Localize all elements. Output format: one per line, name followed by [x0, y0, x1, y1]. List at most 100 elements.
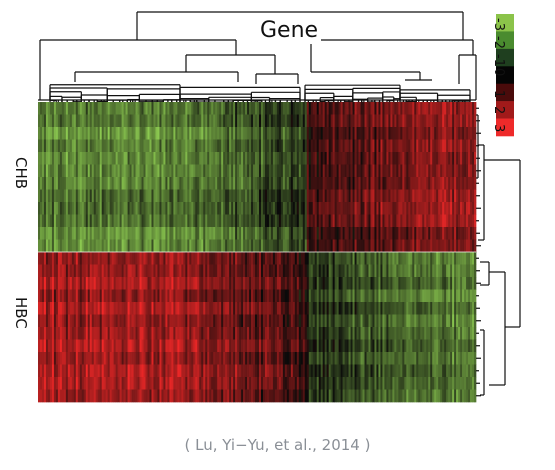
heatmap-cell — [446, 239, 449, 253]
heatmap-cell — [468, 289, 471, 303]
heatmap-cell — [219, 227, 222, 240]
heatmap-cell — [227, 339, 230, 353]
heatmap-cell — [348, 102, 351, 115]
heatmap-cell — [474, 252, 477, 265]
heatmap-cell — [109, 289, 113, 303]
heatmap-cell — [211, 189, 214, 203]
heatmap-cell — [201, 277, 204, 290]
heatmap-cell — [243, 202, 246, 215]
heatmap-cell — [135, 264, 138, 278]
heatmap-cell — [243, 302, 246, 315]
heatmap-cell — [262, 127, 266, 140]
heatmap-cell — [458, 202, 461, 215]
heatmap-cell — [260, 152, 264, 165]
heatmap-cell — [151, 327, 154, 340]
heatmap-cell — [446, 277, 449, 290]
heatmap-cell — [255, 164, 258, 178]
heatmap-cell — [412, 252, 415, 265]
heatmap-cell — [47, 177, 51, 190]
heatmap-cell — [384, 139, 387, 153]
heatmap-cell — [217, 177, 220, 190]
heatmap-cell — [63, 264, 67, 278]
heatmap-cell — [366, 189, 369, 203]
heatmap-cell — [450, 314, 453, 328]
heatmap-cell — [38, 277, 41, 290]
heatmap-cell — [149, 277, 152, 290]
heatmap-cell — [97, 339, 101, 353]
heatmap-cell — [79, 289, 83, 303]
heatmap-cell — [177, 189, 180, 203]
heatmap-cell — [239, 239, 242, 253]
heatmap-cell — [474, 327, 477, 340]
heatmap-cell — [129, 277, 132, 290]
heatmap-cell — [358, 289, 361, 303]
heatmap-cell — [344, 302, 347, 315]
heatmap-cell — [87, 264, 91, 278]
heatmap-cell — [183, 214, 186, 228]
heatmap-cell — [57, 139, 61, 153]
heatmap-cell — [422, 164, 425, 178]
heatmap-cell — [109, 339, 113, 353]
heatmap-cell — [260, 252, 264, 265]
heatmap-cell — [442, 227, 445, 240]
heatmap-cell — [468, 277, 471, 290]
heatmap-cell — [410, 177, 413, 190]
heatmap-cell — [426, 327, 429, 340]
heatmap-cell — [97, 102, 101, 115]
heatmap-cell — [225, 189, 228, 203]
heatmap-cell — [177, 114, 180, 128]
heatmap-cell — [187, 177, 190, 190]
heatmap-cell — [145, 239, 148, 253]
heatmap-cell — [472, 314, 475, 328]
heatmap-cell — [270, 102, 274, 115]
heatmap-cell — [249, 339, 252, 353]
heatmap-cell — [446, 164, 449, 178]
heatmap-cell — [456, 339, 459, 353]
heatmap-cell — [450, 339, 453, 353]
heatmap-cell — [249, 189, 252, 203]
heatmap-cell — [229, 327, 232, 340]
heatmap-cell — [448, 114, 451, 128]
heatmap-cell — [203, 277, 206, 290]
heatmap-cell — [173, 214, 176, 228]
heatmap-cell — [434, 289, 437, 303]
heatmap-cell — [280, 339, 284, 353]
heatmap-cell — [39, 164, 43, 178]
heatmap-cell — [286, 202, 290, 215]
heatmap-cell — [55, 352, 59, 365]
heatmap-cell — [304, 314, 308, 328]
heatmap-cell — [292, 214, 296, 228]
heatmap-cell — [203, 177, 206, 190]
heatmap-cell — [87, 289, 91, 303]
heatmap-cell — [274, 214, 278, 228]
heatmap-cell — [392, 327, 395, 340]
heatmap-cell — [410, 114, 413, 128]
heatmap-cell — [195, 214, 198, 228]
heatmap-cell — [185, 339, 188, 353]
heatmap-cell — [251, 264, 254, 278]
heatmap-cell — [257, 239, 260, 253]
heatmap-cell — [312, 164, 316, 178]
heatmap-cell — [354, 264, 357, 278]
heatmap-cell — [123, 277, 126, 290]
heatmap-cell — [57, 289, 61, 303]
heatmap-cell — [264, 202, 268, 215]
heatmap-cell — [211, 102, 214, 115]
heatmap-cell — [466, 239, 469, 253]
heatmap-cell — [41, 239, 45, 253]
heatmap-cell — [255, 327, 258, 340]
heatmap-cell — [378, 152, 381, 165]
heatmap-cell — [143, 214, 146, 228]
heatmap-cell — [458, 139, 461, 153]
heatmap-cell — [177, 127, 180, 140]
heatmap-cell — [143, 152, 146, 165]
heatmap-cell — [330, 102, 333, 115]
heatmap-cell — [81, 164, 85, 178]
heatmap-cell — [436, 327, 439, 340]
heatmap-cell — [255, 289, 258, 303]
heatmap-cell — [241, 264, 244, 278]
heatmap-cell — [368, 302, 371, 315]
heatmap-cell — [59, 102, 63, 115]
heatmap-cell — [79, 227, 83, 240]
heatmap-cell — [282, 102, 286, 115]
